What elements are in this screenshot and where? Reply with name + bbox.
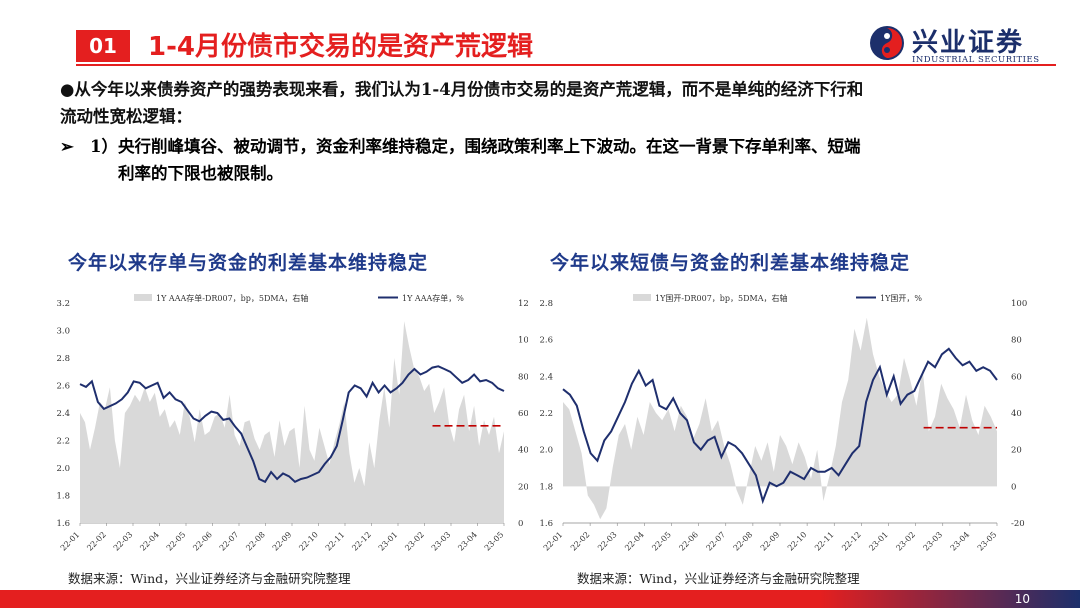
right-axis-tick-label: 120 [518,299,528,309]
chart-legend: 1Y国开-DR007，bp，5DMA，右轴 1Y国开，% [633,293,922,303]
right-axis-tick-label: 100 [1011,299,1027,309]
right-axis-tick-label: 60 [1011,372,1022,382]
x-axis-tick-label: 23-03 [921,530,944,553]
x-axis-tick-label: 23-02 [403,530,426,553]
left-axis-tick-label: 3.0 [56,327,70,337]
left-axis-tick-label: 1.8 [56,492,70,502]
x-axis-tick-label: 22-10 [786,530,809,553]
left-axis-tick-label: 2.8 [539,299,553,309]
company-logo: 兴业证券 INDUSTRIAL SECURITIES [868,22,1058,66]
x-axis-tick-label: 22-09 [759,530,782,553]
x-axis-tick-label: 22-05 [165,530,188,553]
x-axis-tick-label: 22-04 [138,530,161,553]
footer-bar [0,590,1080,608]
x-axis-tick-label: 22-11 [813,530,836,553]
yield-line-series [79,365,505,484]
right-axis-tick-label: 40 [1011,409,1022,419]
left-axis-tick-label: 2.2 [539,409,553,419]
x-axis-tick-label: 22-03 [112,530,135,553]
right-axis-tick-label: 100 [518,336,528,346]
left-axis-tick-label: 2.6 [539,336,553,346]
x-axis-tick-label: 22-07 [218,530,241,553]
logo-swirl-icon [870,26,904,60]
chart-title-right: 今年以来短债与资金的利差基本维持稳定 [550,252,911,274]
legend-line-label: 1Y国开，% [880,294,922,303]
x-axis-tick-label: 22-01 [542,530,565,553]
right-axis-tick-label: 80 [1011,336,1022,346]
x-axis-tick-label: 22-08 [244,530,267,553]
chart-cdb-spread: 2.8 2.6 2.4 2.2 2.0 1.8 1.6 100 80 60 40 20 0 -20 22-0… [539,293,1027,553]
x-axis-tick-label: 22-06 [191,530,214,553]
x-axis-tick-label: 23-03 [430,530,453,553]
page-title: 1-4月份债市交易的是资产荒逻辑 [148,32,533,62]
logo-english-name: INDUSTRIAL SECURITIES [912,55,1040,65]
x-axis-tick-label: 22-02 [85,530,108,553]
spread-area-series [563,317,997,520]
x-axis-tick-label: 22-07 [704,530,727,553]
left-axis-tick-label: 3.2 [56,299,70,309]
yield-line-series [562,347,998,505]
bullet-line-1: 1）央行削峰填谷、被动调节，资金利率维持稳定，围绕政策利率上下波动。在这一背景下… [90,137,861,156]
legend-area-label: 1Y国开-DR007，bp，5DMA，右轴 [655,293,788,303]
arrow-bullet-icon: ➢ [60,137,74,156]
right-axis-tick-label: 20 [518,482,528,492]
left-axis-tick-label: 2.0 [539,446,553,456]
legend-area-swatch [633,294,651,301]
left-axis-tick-label: 1.8 [539,482,553,492]
footer-gradient [820,590,1080,608]
legend-line-label: 1Y AAA存单，% [402,293,464,303]
left-axis-tick-label: 2.0 [56,464,70,474]
right-axis-tick-label: 80 [518,372,528,382]
left-axis-tick-label: 1.6 [539,519,553,529]
x-axis-tick-label: 22-10 [297,530,320,553]
right-axis-tick-label: 40 [518,446,528,456]
chart-cd-spread: 3.2 3.0 2.8 2.6 2.4 2.2 2.0 1.8 1.6 120 100 80 60 40 2… [56,293,528,553]
paragraph-line-2: 流动性宽松逻辑： [60,107,192,126]
title-underline [76,64,1056,66]
chart-legend: 1Y AAA存单-DR007，bp，5DMA，右轴 1Y AAA存单，% [134,293,464,303]
right-axis-tick-label: -20 [1011,519,1025,529]
right-axis-tick-label: 20 [1011,446,1022,456]
right-axis-tick-label: 0 [1011,482,1016,492]
x-axis-tick-label: 22-05 [650,530,673,553]
logo-chinese-name: 兴业证券 [912,28,1025,58]
spread-area-series [80,321,504,523]
x-axis-tick-label: 23-05 [483,530,506,553]
left-axis-tick-label: 2.2 [56,437,70,447]
left-axis-tick-label: 2.4 [56,409,70,419]
left-axis-tick-label: 2.6 [56,382,70,392]
x-axis-tick-label: 22-12 [350,530,373,553]
section-number-badge: 01 [76,30,130,62]
source-note-left: 数据来源：Wind，兴业证券经济与金融研究院整理 [68,571,351,586]
right-axis-tick-label: 0 [518,519,523,529]
x-axis-tick-label: 23-04 [949,530,972,553]
chart-title-left: 今年以来存单与资金的利差基本维持稳定 [68,252,429,274]
x-axis-tick-label: 22-02 [569,530,592,553]
right-axis-tick-label: 60 [518,409,528,419]
legend-area-label: 1Y AAA存单-DR007，bp，5DMA，右轴 [156,293,308,303]
x-axis-tick-label: 22-03 [596,530,619,553]
x-axis-tick-label: 22-06 [677,530,700,553]
page-number: 10 [1014,592,1030,606]
x-axis-tick-label: 22-08 [732,530,755,553]
x-axis-tick-label: 22-09 [271,530,294,553]
x-axis-tick-label: 23-01 [867,530,890,553]
x-axis-tick-label: 22-11 [324,530,347,553]
left-axis-tick-label: 1.6 [56,519,70,529]
x-axis-tick-label: 23-05 [976,530,999,553]
paragraph-line-1: ●从今年以来债券资产的强势表现来看，我们认为1-4月份债市交易的是资产荒逻辑，而… [60,80,864,99]
x-axis-tick-label: 23-02 [894,530,917,553]
left-axis-tick-label: 2.8 [56,354,70,364]
x-axis-tick-label: 22-04 [623,530,646,553]
source-note-right: 数据来源：Wind，兴业证券经济与金融研究院整理 [577,571,860,586]
x-axis-tick-label: 23-04 [456,530,479,553]
bullet-text: 1）央行削峰填谷、被动调节，资金利率维持稳定，围绕政策利率上下波动。在这一背景下… [90,133,1045,187]
x-axis-tick-label: 22-12 [840,530,863,553]
legend-area-swatch [134,294,152,301]
x-axis-tick-label: 22-01 [59,530,82,553]
left-axis-tick-label: 2.4 [539,372,553,382]
bullet-line-2: 利率的下限也被限制。 [118,164,283,183]
x-axis-tick-label: 23-01 [377,530,400,553]
